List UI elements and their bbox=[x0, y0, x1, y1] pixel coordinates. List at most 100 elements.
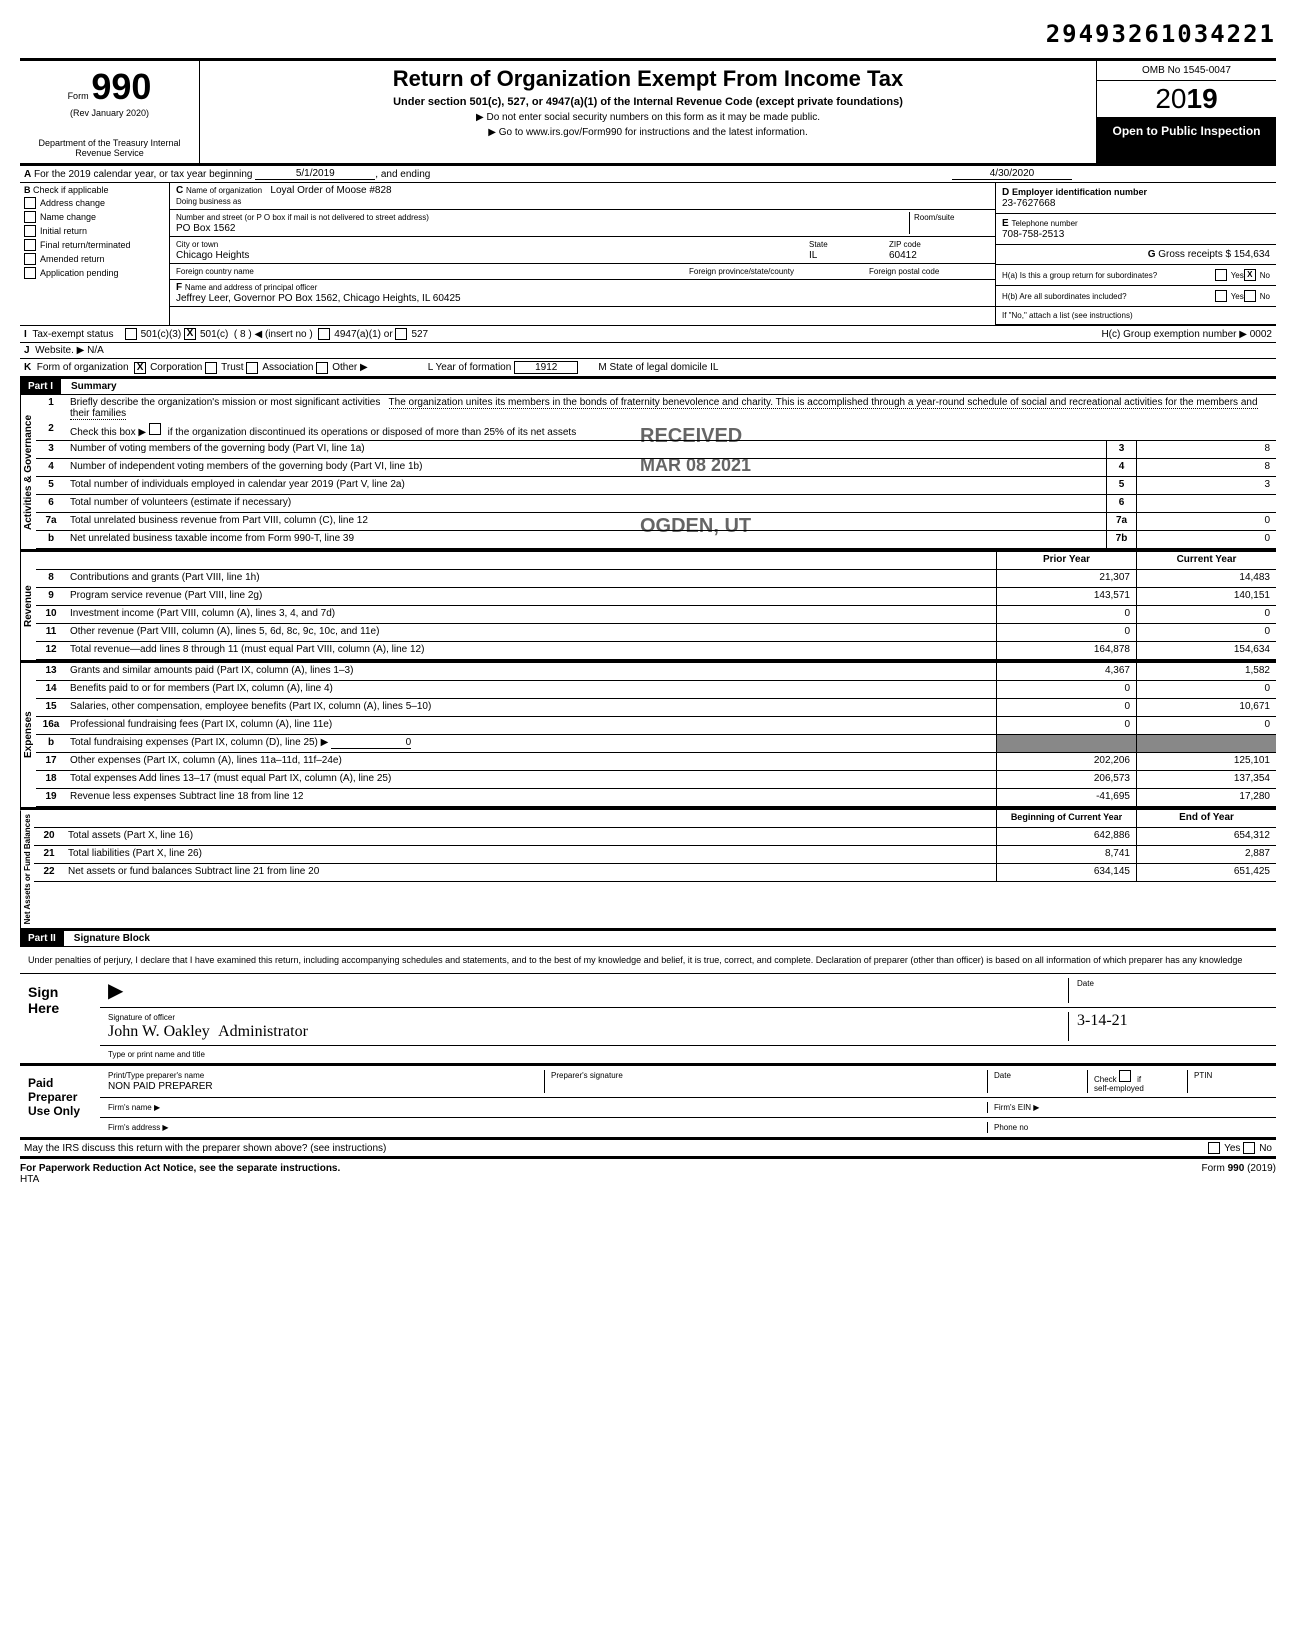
a1-checkbox[interactable] bbox=[318, 328, 330, 340]
line7b-desc: Net unrelated business taxable income fr… bbox=[66, 531, 1106, 548]
col-d: D Employer identification number23-76276… bbox=[996, 183, 1276, 325]
phone-no-label: Phone no bbox=[994, 1123, 1028, 1132]
line6-desc: Total number of volunteers (estimate if … bbox=[66, 495, 1106, 512]
final-return: Final return/terminated bbox=[40, 240, 131, 250]
final-return-checkbox[interactable] bbox=[24, 239, 36, 251]
line7b-num: b bbox=[36, 531, 66, 548]
line14-desc: Benefits paid to or for members (Part IX… bbox=[66, 681, 996, 698]
website-label: Website. ▶ bbox=[35, 345, 84, 356]
line10-num: 10 bbox=[36, 606, 66, 623]
amended-checkbox[interactable] bbox=[24, 253, 36, 265]
line7a-box: 7a bbox=[1106, 513, 1136, 530]
line2-checkbox[interactable] bbox=[149, 423, 161, 435]
line15-curr: 10,671 bbox=[1136, 699, 1276, 716]
line16b-num: b bbox=[36, 735, 66, 752]
line12-prior: 164,878 bbox=[996, 642, 1136, 659]
other-label: Other ▶ bbox=[332, 362, 367, 373]
line17-desc: Other expenses (Part IX, column (A), lin… bbox=[66, 753, 996, 770]
initial-return-checkbox[interactable] bbox=[24, 225, 36, 237]
line22-curr: 651,425 bbox=[1136, 864, 1276, 881]
other-checkbox[interactable] bbox=[316, 362, 328, 374]
sign-here-body: ▶ Date Signature of officer John W. Oakl… bbox=[100, 974, 1276, 1063]
line21-num: 21 bbox=[34, 846, 64, 863]
title-box: Return of Organization Exempt From Incom… bbox=[200, 61, 1096, 163]
c-checkbox[interactable]: X bbox=[184, 328, 196, 340]
line7a-num: 7a bbox=[36, 513, 66, 530]
col-b: B Check if applicable Address change Nam… bbox=[20, 183, 170, 325]
firm-addr-label: Firm's address ▶ bbox=[108, 1123, 169, 1132]
label-g: G bbox=[1148, 249, 1156, 260]
paid-preparer-label: Paid Preparer Use Only bbox=[20, 1066, 100, 1137]
line1-desc: Briefly describe the organization's miss… bbox=[70, 397, 380, 408]
hb-yes-checkbox[interactable] bbox=[1215, 290, 1227, 302]
preparer-name: NON PAID PREPARER bbox=[108, 1081, 213, 1092]
signed-name: John W. Oakley bbox=[108, 1023, 210, 1040]
line3-val: 8 bbox=[1136, 441, 1276, 458]
line18-desc: Total expenses Add lines 13–17 (must equ… bbox=[66, 771, 996, 788]
website-value: N/A bbox=[87, 345, 104, 356]
corp-checkbox[interactable]: X bbox=[134, 362, 146, 374]
firm-ein-label: Firm's EIN ▶ bbox=[994, 1103, 1039, 1112]
form-subtitle: Under section 501(c), 527, or 4947(a)(1)… bbox=[220, 96, 1076, 108]
assoc-label: Association bbox=[262, 362, 313, 373]
addr-change-checkbox[interactable] bbox=[24, 197, 36, 209]
net-body: Beginning of Current Year End of Year 20… bbox=[34, 810, 1276, 928]
c3-checkbox[interactable] bbox=[125, 328, 137, 340]
line21-curr: 2,887 bbox=[1136, 846, 1276, 863]
officer-label: Name and address of principal officer bbox=[185, 283, 317, 292]
line14-num: 14 bbox=[36, 681, 66, 698]
trust-checkbox[interactable] bbox=[205, 362, 217, 374]
year-prefix: 20 bbox=[1155, 83, 1186, 114]
self-emp-checkbox[interactable] bbox=[1119, 1070, 1131, 1082]
omb-box: OMB No 1545-0047 2019 Open to Public Ins… bbox=[1096, 61, 1276, 163]
line20-num: 20 bbox=[34, 828, 64, 845]
sign-here-label: Sign Here bbox=[20, 974, 100, 1063]
sign-here-section: Sign Here ▶ Date Signature of officer Jo… bbox=[20, 974, 1276, 1066]
row-j: J Website. ▶ N/A bbox=[20, 343, 1276, 359]
line13-curr: 1,582 bbox=[1136, 663, 1276, 680]
discuss-no-checkbox[interactable] bbox=[1243, 1142, 1255, 1154]
label-f: F bbox=[176, 282, 182, 293]
revenue-body: Prior Year Current Year 8 Contributions … bbox=[36, 552, 1276, 660]
open-public: Open to Public Inspection bbox=[1097, 118, 1276, 163]
name-change-checkbox[interactable] bbox=[24, 211, 36, 223]
line18-num: 18 bbox=[36, 771, 66, 788]
expenses-section: Expenses 13 Grants and similar amounts p… bbox=[20, 663, 1276, 810]
line19-curr: 17,280 bbox=[1136, 789, 1276, 806]
line16a-prior: 0 bbox=[996, 717, 1136, 734]
line22-prior: 634,145 bbox=[996, 864, 1136, 881]
line13-prior: 4,367 bbox=[996, 663, 1136, 680]
line12-desc: Total revenue—add lines 8 through 11 (mu… bbox=[66, 642, 996, 659]
pending-checkbox[interactable] bbox=[24, 267, 36, 279]
part2-label: Part II bbox=[20, 931, 64, 946]
dba-label: Doing business as bbox=[176, 197, 241, 206]
discuss-yes: Yes bbox=[1224, 1143, 1240, 1154]
name-change: Name change bbox=[40, 212, 96, 222]
s527-checkbox[interactable] bbox=[395, 328, 407, 340]
ha-no-checkbox[interactable]: X bbox=[1244, 269, 1256, 281]
row-a-label: A bbox=[24, 169, 31, 180]
assoc-checkbox[interactable] bbox=[246, 362, 258, 374]
foreign-country-label: Foreign country name bbox=[176, 267, 254, 276]
discuss-no: No bbox=[1259, 1143, 1272, 1154]
line16a-num: 16a bbox=[36, 717, 66, 734]
line4-desc: Number of independent voting members of … bbox=[66, 459, 1106, 476]
department: Department of the Treasury Internal Reve… bbox=[30, 138, 189, 158]
line8-prior: 21,307 bbox=[996, 570, 1136, 587]
line20-prior: 642,886 bbox=[996, 828, 1136, 845]
line11-prior: 0 bbox=[996, 624, 1136, 641]
amended: Amended return bbox=[40, 254, 105, 264]
c-label: 501(c) bbox=[200, 329, 228, 340]
line18-curr: 137,354 bbox=[1136, 771, 1276, 788]
hb-no-checkbox[interactable] bbox=[1244, 290, 1256, 302]
line15-prior: 0 bbox=[996, 699, 1136, 716]
ha-yes-checkbox[interactable] bbox=[1215, 269, 1227, 281]
sig-officer-label: Signature of officer bbox=[108, 1013, 175, 1022]
discuss-yes-checkbox[interactable] bbox=[1208, 1142, 1220, 1154]
col-c: C Name of organization Loyal Order of Mo… bbox=[170, 183, 996, 325]
l-value: 1912 bbox=[514, 361, 578, 374]
paid-preparer-body: Print/Type preparer's name NON PAID PREP… bbox=[100, 1066, 1276, 1137]
form-number-box: Form 990 (Rev January 2020) Department o… bbox=[20, 61, 200, 163]
room-label: Room/suite bbox=[914, 213, 954, 222]
form-org-label: Form of organization bbox=[37, 362, 129, 373]
